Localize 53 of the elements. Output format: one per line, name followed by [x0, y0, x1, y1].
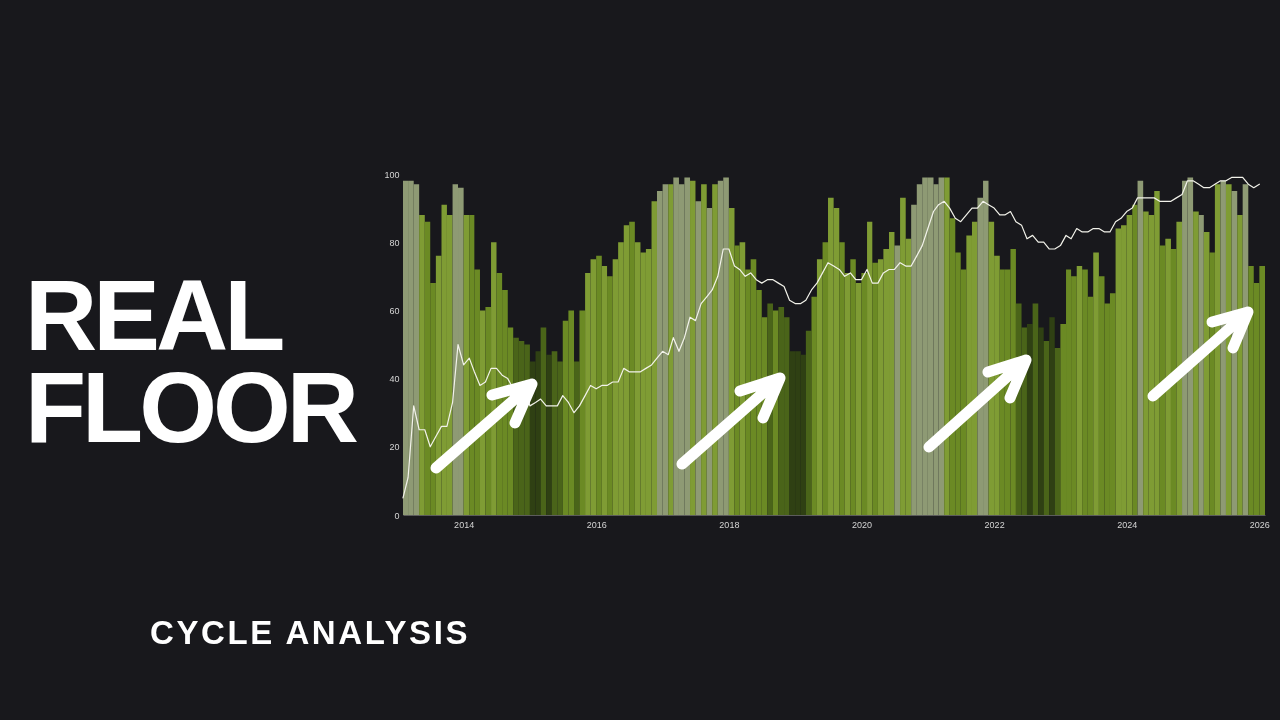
bar [1026, 324, 1033, 515]
bar [867, 221, 873, 515]
bar [1093, 252, 1099, 515]
bar [607, 276, 613, 515]
bar [850, 259, 856, 515]
bar [1076, 266, 1083, 515]
bar [546, 354, 552, 515]
bar [839, 242, 845, 515]
bar [1165, 238, 1171, 515]
bar [822, 242, 829, 515]
y-tick-label: 80 [389, 237, 400, 248]
bar [629, 221, 635, 515]
bar [811, 296, 817, 515]
bar [701, 184, 707, 515]
text: REAL FLOOR [25, 259, 355, 463]
bar [1109, 293, 1116, 515]
bar [1132, 204, 1138, 515]
bar [574, 361, 580, 515]
bar [668, 184, 674, 515]
x-tick-label: 2020 [851, 519, 872, 530]
bar [695, 201, 702, 515]
x-tick-label: 2014 [454, 519, 475, 530]
bar [1225, 184, 1232, 515]
bar [872, 262, 878, 515]
bar [419, 214, 425, 515]
line-series [402, 176, 1260, 499]
y-tick-label: 40 [389, 374, 400, 385]
bar [894, 245, 901, 515]
text: CYCLE ANALYSIS [150, 614, 471, 651]
bar [601, 266, 608, 515]
x-tick-label: 2024 [1117, 519, 1138, 530]
bar [1214, 184, 1221, 515]
bar [1049, 317, 1055, 515]
y-tick-label: 100 [384, 169, 400, 180]
bar [861, 272, 868, 515]
x-tick-label: 2016 [586, 519, 607, 530]
bar [944, 177, 950, 515]
y-tick-label: 0 [394, 510, 400, 521]
x-tick-label: 2018 [719, 519, 740, 530]
bar [816, 259, 823, 515]
bar [579, 310, 586, 515]
x-tick-label: 2022 [984, 519, 1005, 530]
bar [1038, 327, 1044, 515]
bar [712, 184, 718, 515]
bar [728, 208, 735, 515]
y-tick-label: 60 [389, 305, 400, 316]
bar [1209, 252, 1215, 515]
y-tick-label: 20 [389, 442, 400, 453]
bar [1198, 214, 1204, 515]
x-tick-label: 2026 [1249, 519, 1270, 530]
bar [1193, 211, 1199, 515]
bar [596, 255, 602, 515]
bar [1176, 221, 1183, 515]
